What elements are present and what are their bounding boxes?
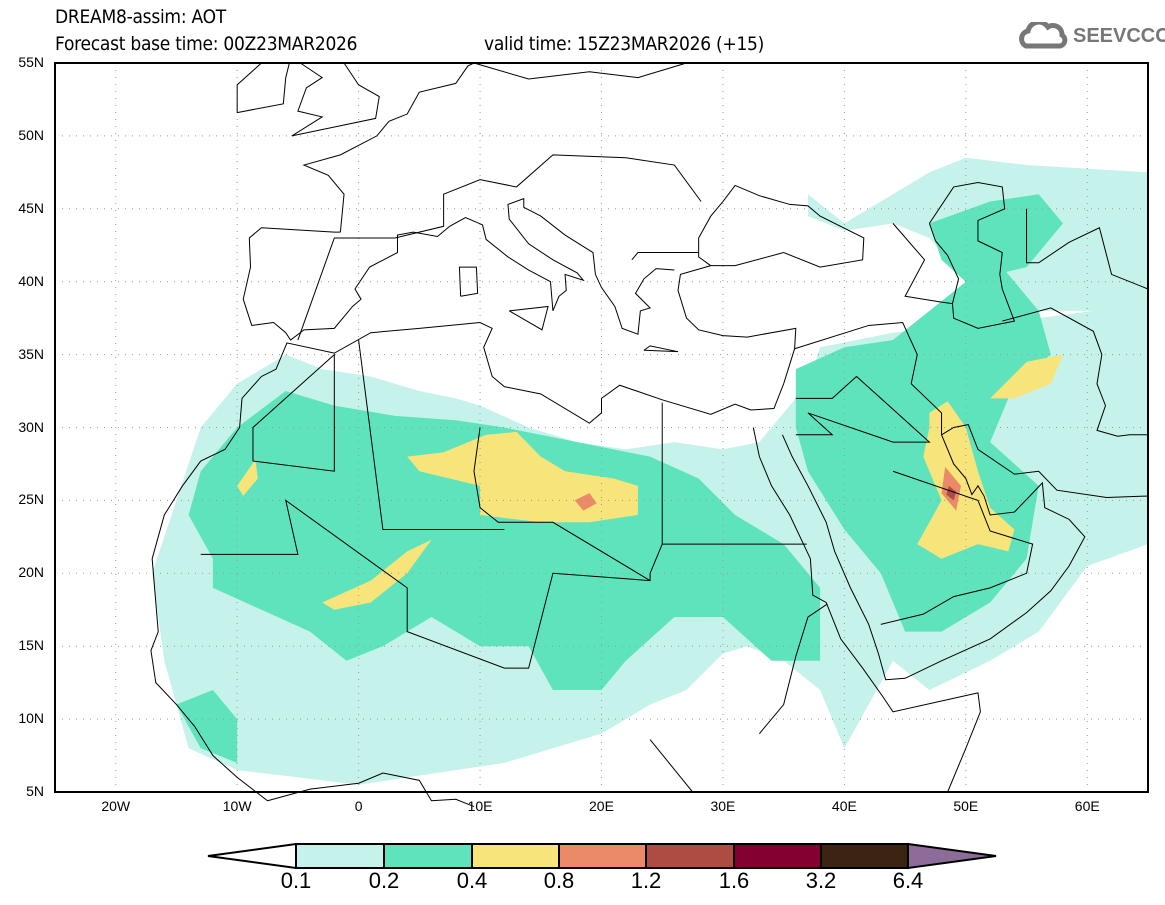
coastline xyxy=(699,185,864,267)
longitude-label: 40E xyxy=(831,798,857,814)
valid-time: valid time: 15Z23MAR2026 (+15) xyxy=(484,33,765,55)
aot-plume-moderate xyxy=(176,689,238,763)
colorbar-tick-label: 0.8 xyxy=(543,868,575,893)
country-border xyxy=(298,155,701,340)
colorbar-tick-label: 0.2 xyxy=(368,868,400,893)
colorbar-segment xyxy=(295,843,385,869)
country-border xyxy=(474,63,687,79)
country-border xyxy=(359,340,505,530)
colorbar-segment xyxy=(820,843,909,869)
latitude-label: 45N xyxy=(18,199,44,216)
colorbar-tick-label: 0.4 xyxy=(456,868,488,893)
seevccc-logo: SEEVCCC xyxy=(1018,22,1165,50)
country-border xyxy=(1027,209,1148,289)
colorbar-tick-label: 0.1 xyxy=(280,868,312,893)
longitude-label: 0 xyxy=(354,798,363,814)
country-border xyxy=(1002,308,1148,436)
coastline xyxy=(292,63,379,136)
coastline xyxy=(151,266,796,801)
sardinia-coastline xyxy=(459,267,477,296)
forecast-base-time: Forecast base time: 00Z23MAR2026 xyxy=(55,33,358,55)
country-border xyxy=(893,223,953,303)
country-border xyxy=(795,323,942,435)
logo-text: SEEVCCC xyxy=(1073,24,1165,47)
aot-plume-high xyxy=(990,354,1063,399)
colorbar-segment xyxy=(471,843,560,869)
latitude-label: 5N xyxy=(26,783,44,799)
longitude-label: 50E xyxy=(953,798,979,814)
country-border xyxy=(759,604,827,734)
sicily-coastline xyxy=(509,306,548,329)
coastline xyxy=(292,63,322,136)
colorbar-segment xyxy=(383,843,473,869)
latitude-label: 20N xyxy=(18,564,44,581)
colorbar-segment xyxy=(645,843,735,869)
colorbar-tick-label: 3.2 xyxy=(805,868,837,893)
coastline xyxy=(304,63,474,232)
longitude-label: 20E xyxy=(589,798,614,814)
colorbar-tick-label: 1.2 xyxy=(630,868,662,893)
country-border xyxy=(881,471,1033,624)
coastline xyxy=(237,63,289,113)
aot-plume-high xyxy=(917,401,1015,559)
longitude-label: 60E xyxy=(1074,798,1100,814)
longitude-label: 10E xyxy=(467,798,493,814)
coastline xyxy=(753,428,980,792)
coastline xyxy=(268,773,474,807)
crete-coastline xyxy=(644,346,678,352)
aot-plume-high xyxy=(322,539,432,610)
latitude-label: 50N xyxy=(18,126,44,143)
latitude-label: 55N xyxy=(18,54,44,70)
colorbar-tick-label: 1.6 xyxy=(718,868,750,893)
country-border xyxy=(474,428,650,581)
coastline xyxy=(929,183,1014,329)
map-frame xyxy=(54,62,1149,793)
longitude-label: 10W xyxy=(222,798,252,814)
latitude-label: 10N xyxy=(18,710,44,727)
coastline xyxy=(782,425,1148,680)
aot-plume-high xyxy=(237,459,258,497)
colorbar-tick-label: 6.4 xyxy=(892,868,924,893)
latitude-label: 15N xyxy=(18,637,44,654)
country-border xyxy=(796,376,930,442)
aot-plume-very-high xyxy=(574,493,597,511)
coastline xyxy=(243,199,674,340)
latitude-label: 35N xyxy=(18,345,44,362)
country-border xyxy=(201,500,807,668)
colorbar-over-arrow xyxy=(907,842,997,870)
aot-plume-moderate xyxy=(929,194,1063,282)
country-border xyxy=(253,355,334,472)
latitude-label: 30N xyxy=(18,418,44,435)
colorbar-segment xyxy=(558,843,647,869)
latitude-label: 25N xyxy=(18,491,44,508)
cloud-icon xyxy=(1019,22,1068,49)
longitude-label: 20W xyxy=(101,798,131,814)
country-border xyxy=(632,253,699,260)
country-border xyxy=(650,740,723,792)
colorbar-under-arrow xyxy=(207,842,297,870)
latitude-label: 40N xyxy=(18,272,44,289)
map-title: DREAM8-assim: AOT xyxy=(55,6,226,28)
aot-plume-extreme xyxy=(946,485,957,501)
longitude-label: 30E xyxy=(710,798,736,814)
colorbar-segment xyxy=(733,843,822,869)
